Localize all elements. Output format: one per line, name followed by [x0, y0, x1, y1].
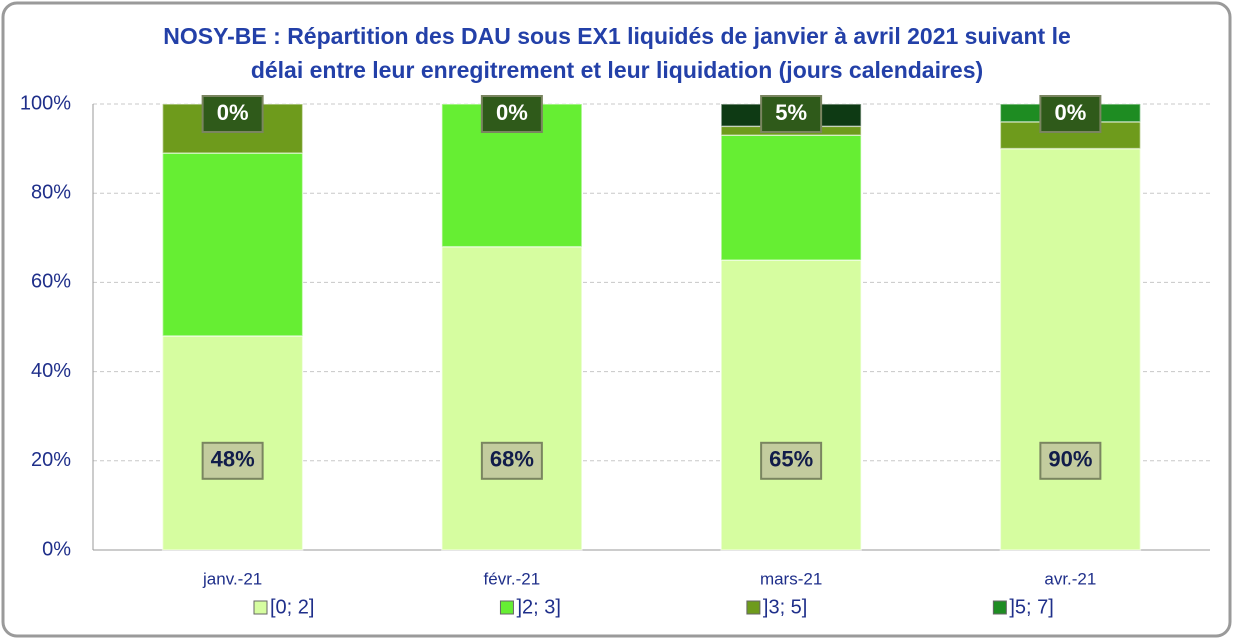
y-tick-label: 100% [20, 92, 71, 114]
bar-segment [999, 147, 1142, 551]
value-label-box [760, 95, 823, 133]
bar-segment [161, 152, 304, 337]
value-label: 48% [211, 447, 255, 472]
bar-segment [720, 259, 862, 551]
value-label: 0% [1054, 100, 1086, 125]
value-label: 0% [496, 100, 528, 125]
y-tick-label: 60% [31, 271, 71, 293]
x-tick-label: avr.-21 [1044, 569, 1096, 588]
legend-swatch [499, 600, 514, 615]
y-tick-label: 0% [42, 538, 71, 560]
legend-label: ]2; 3] [516, 596, 560, 618]
value-label-box [1039, 95, 1102, 133]
value-label: 0% [217, 100, 249, 125]
legend-label: ]3; 5] [763, 596, 807, 618]
value-label-box [480, 441, 543, 480]
value-label-box [1039, 441, 1102, 480]
value-label-box [201, 95, 264, 133]
value-label-box [201, 441, 264, 480]
y-tick-label: 40% [31, 360, 71, 382]
legend-label: ]5; 7] [1009, 596, 1053, 618]
bar-segment [441, 245, 583, 551]
legend-swatch [253, 600, 268, 615]
legend-label: [0; 2] [270, 596, 314, 618]
value-label: 5% [775, 100, 807, 125]
x-tick-label: févr.-21 [484, 569, 541, 588]
value-label: 90% [1048, 447, 1092, 472]
value-label: 68% [490, 447, 534, 472]
chart-title: NOSY-BE : Répartition des DAU sous EX1 l… [163, 23, 1071, 49]
bar-segment [720, 134, 862, 261]
legend-swatch [746, 600, 761, 615]
x-tick-label: janv.-21 [202, 569, 262, 588]
value-label: 65% [769, 447, 813, 472]
y-tick-label: 80% [31, 181, 71, 203]
value-label-box [760, 441, 823, 480]
value-label-box [480, 95, 543, 133]
x-tick-label: mars-21 [760, 569, 822, 588]
y-tick-label: 20% [31, 449, 71, 471]
chart-title: délai entre leur enregitrement et leur l… [251, 57, 983, 83]
legend-swatch [992, 600, 1007, 615]
